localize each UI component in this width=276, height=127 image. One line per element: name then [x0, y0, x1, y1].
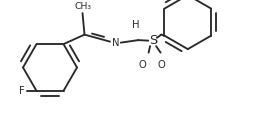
Text: CH₃: CH₃: [74, 2, 91, 11]
Text: O: O: [158, 60, 166, 70]
Text: N: N: [112, 38, 119, 48]
Text: S: S: [149, 34, 157, 47]
Text: F: F: [19, 86, 25, 96]
Text: H: H: [132, 20, 140, 30]
Text: O: O: [139, 60, 147, 70]
